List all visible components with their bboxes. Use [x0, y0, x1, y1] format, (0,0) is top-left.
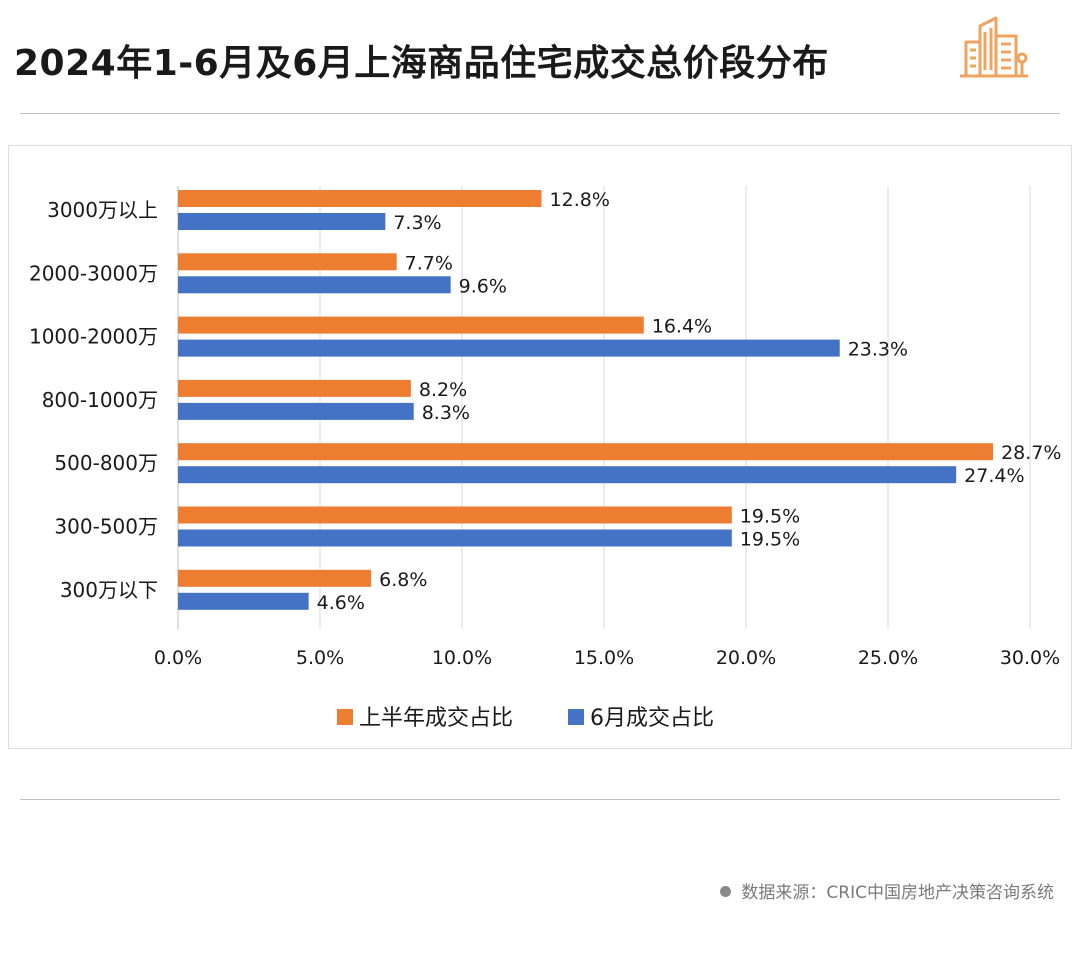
data-source: 数据来源：CRIC中国房地产决策咨询系统: [720, 878, 1054, 903]
data-label: 6.8%: [379, 569, 427, 591]
bar-h1: [178, 190, 542, 207]
bar-h1: [178, 379, 411, 397]
bar-june: [178, 213, 386, 230]
x-tick-label: 15.0%: [574, 647, 634, 669]
x-tick-label: 20.0%: [716, 647, 776, 669]
bar-h1: [178, 506, 732, 524]
bar-june: [178, 466, 957, 484]
bar-june: [178, 339, 840, 357]
data-label: 7.7%: [405, 252, 453, 274]
y-category-label: 300万以下: [60, 578, 158, 602]
data-label: 4.6%: [317, 592, 365, 614]
legend-june-swatch: [568, 709, 584, 725]
city-buildings-icon: [960, 16, 1028, 78]
page-title: 2024年1-6月及6月上海商品住宅成交总价段分布: [14, 43, 829, 84]
bar-h1: [178, 316, 644, 334]
header-divider: [20, 113, 1060, 114]
legend-june-label: 6月成交占比: [590, 706, 714, 731]
x-tick-label: 0.0%: [154, 647, 202, 669]
data-label: 19.5%: [740, 529, 800, 551]
y-category-label: 500-800万: [54, 451, 158, 475]
data-label: 8.2%: [419, 379, 467, 401]
y-category-label: 3000万以上: [47, 198, 158, 222]
bar-june: [178, 592, 309, 610]
y-category-label: 2000-3000万: [29, 261, 158, 285]
bar-h1: [178, 253, 397, 271]
x-tick-label: 10.0%: [432, 647, 492, 669]
data-label: 12.8%: [550, 189, 610, 211]
x-tick-label: 5.0%: [296, 647, 344, 669]
y-category-label: 300-500万: [54, 515, 158, 539]
data-label: 28.7%: [1001, 442, 1061, 464]
chart-frame: [8, 145, 1072, 749]
bullet-icon: [720, 885, 732, 897]
data-label: 27.4%: [964, 465, 1024, 487]
data-label: 16.4%: [652, 316, 712, 338]
x-tick-label: 30.0%: [1000, 647, 1060, 669]
data-label: 7.3%: [393, 212, 441, 234]
data-source-text: 数据来源：CRIC中国房地产决策咨询系统: [741, 883, 1054, 903]
data-label: 23.3%: [848, 339, 908, 361]
x-tick-label: 25.0%: [858, 647, 918, 669]
legend-h1-swatch: [337, 709, 353, 725]
data-label: 19.5%: [740, 506, 800, 528]
bar-h1: [178, 443, 994, 461]
y-category-label: 1000-2000万: [29, 325, 158, 349]
bar-h1: [178, 569, 372, 587]
data-label: 8.3%: [422, 402, 470, 424]
data-label: 9.6%: [459, 275, 507, 297]
footer-divider: [20, 799, 1060, 800]
bar-june: [178, 529, 732, 547]
legend-h1-label: 上半年成交占比: [359, 706, 513, 731]
bar-june: [178, 276, 451, 294]
bar-june: [178, 402, 414, 420]
y-category-label: 800-1000万: [42, 388, 158, 412]
